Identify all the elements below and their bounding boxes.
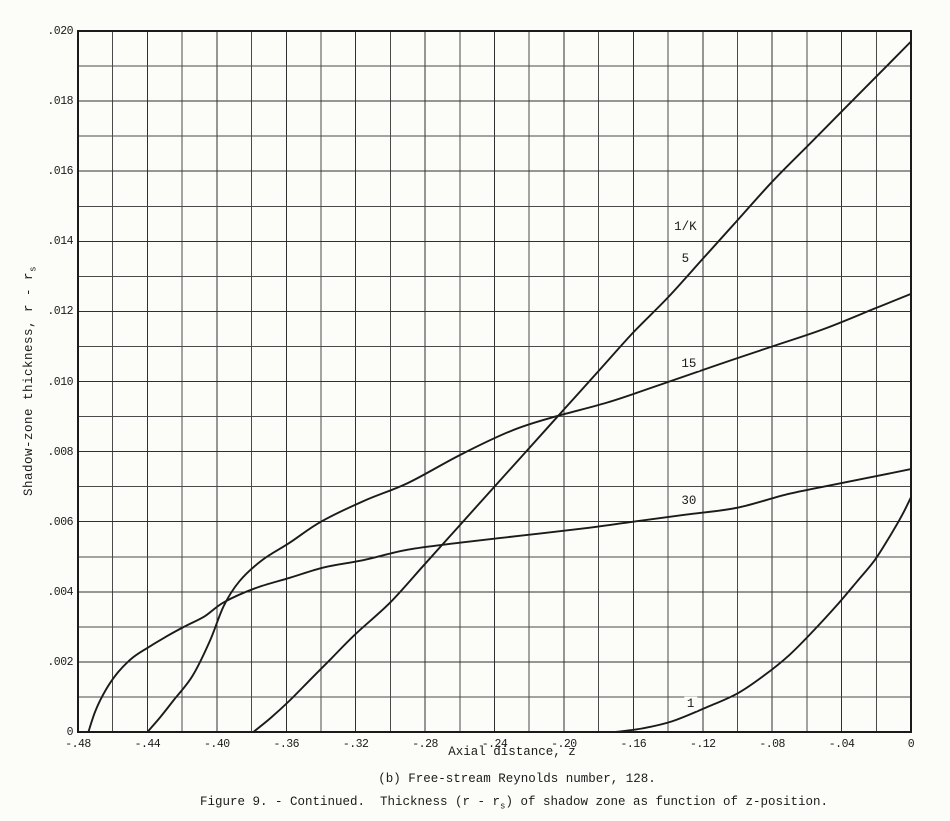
- y-tick-label: .020: [47, 25, 73, 38]
- x-tick-label: -.28: [412, 738, 438, 751]
- x-tick-label: -.40: [204, 738, 230, 751]
- x-tick-label: -.16: [620, 738, 647, 751]
- y-tick-label: 0: [66, 726, 74, 739]
- x-tick-label: 0: [907, 738, 915, 751]
- y-tick-label: .002: [47, 655, 73, 669]
- x-axis-title: Axial distance, z: [448, 745, 576, 759]
- y-axis-title-subscript: s: [28, 266, 39, 272]
- y-tick-label: .004: [47, 585, 73, 599]
- curve-family-label: 1/K: [671, 220, 700, 235]
- subfigure-caption: (b) Free-stream Reynolds number, 128.: [378, 772, 656, 786]
- x-tick-label: -.32: [342, 738, 369, 751]
- plot-border: [77, 30, 912, 733]
- curve-label-5: 5: [678, 251, 693, 267]
- x-tick-label: -.24: [481, 738, 508, 751]
- x-tick-label: -.20: [551, 738, 577, 751]
- x-tick-label: -.04: [828, 738, 855, 751]
- x-tick-label: -.44: [134, 738, 161, 751]
- curve-30: [87, 468, 912, 733]
- y-tick-label: .008: [47, 445, 73, 459]
- x-tick-label: -.48: [65, 738, 91, 751]
- y-tick-label: .016: [47, 165, 73, 179]
- y-axis-title: Shadow-zone thickness, r - rs: [22, 266, 39, 496]
- curve-1: [615, 496, 912, 733]
- y-tick-label: .014: [47, 235, 73, 249]
- y-tick-label: .006: [47, 515, 73, 529]
- curve-15: [146, 292, 912, 733]
- x-tick-label: -.36: [273, 738, 300, 751]
- curve-label-30: 30: [678, 493, 700, 508]
- y-tick-label: .010: [47, 375, 73, 389]
- curve-label-1: 1: [683, 696, 698, 712]
- y-tick-label: .018: [47, 95, 73, 109]
- figure-caption-text: Figure 9. - Continued. Thickness (r - r: [199, 794, 501, 809]
- curve-label-15: 15: [678, 356, 700, 372]
- x-tick-label: -.12: [689, 738, 716, 751]
- figure-caption-text: ) of shadow zone as function of z-positi…: [505, 794, 829, 809]
- figure-caption: Figure 9. - Continued. Thickness (r - rs…: [200, 795, 828, 812]
- y-axis-title-text: Shadow-zone thickness, r - r: [21, 271, 36, 496]
- y-tick-label: .012: [47, 305, 73, 319]
- x-tick-label: -.08: [759, 738, 785, 751]
- curve-5: [252, 40, 912, 733]
- figure-caption-subscript: s: [500, 801, 506, 812]
